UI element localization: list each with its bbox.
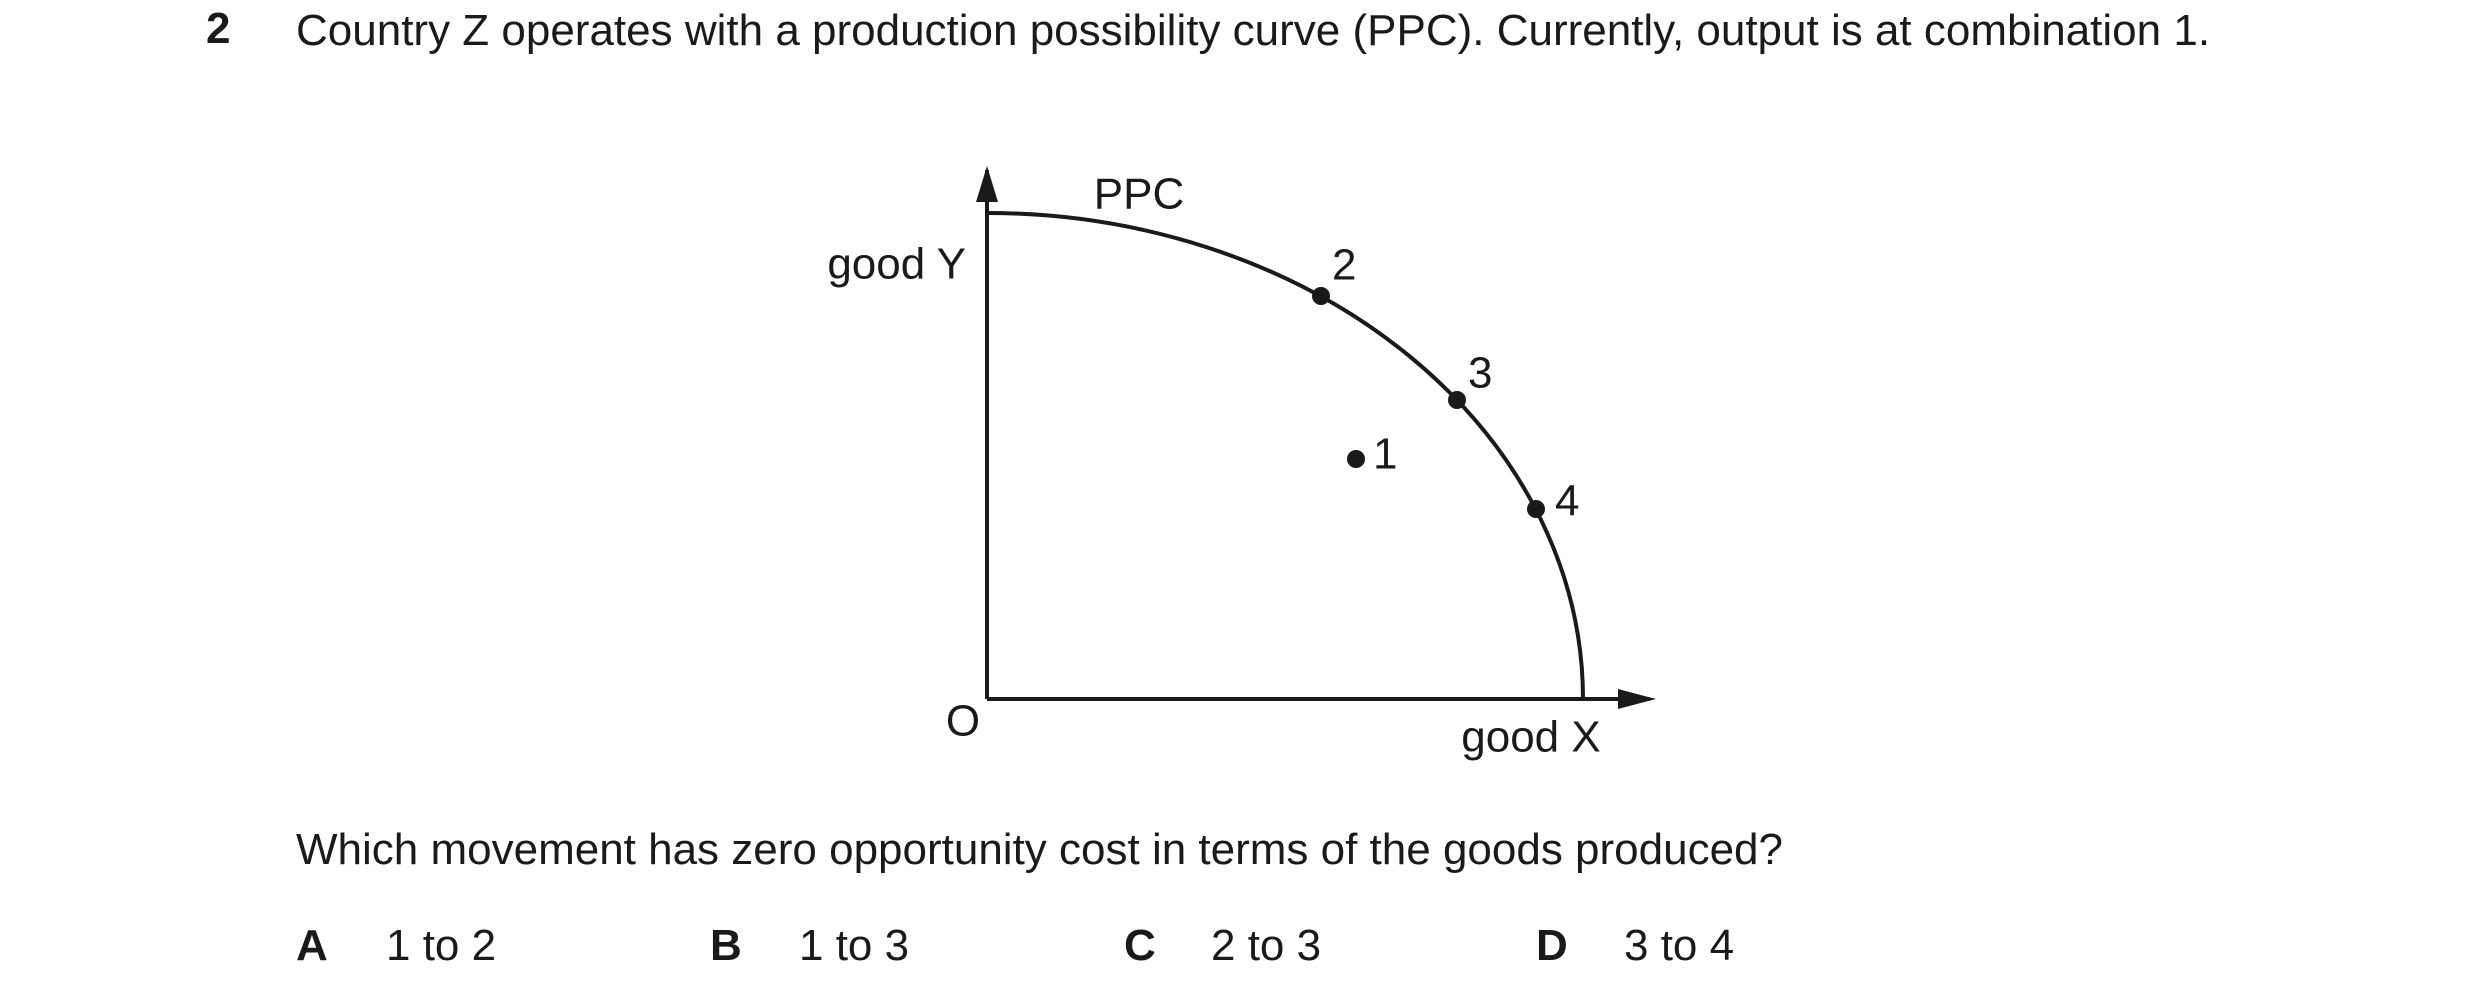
y-arrow xyxy=(976,166,998,202)
option-text: 1 to 2 xyxy=(386,921,497,970)
point xyxy=(1448,391,1466,409)
option-letter: C xyxy=(1124,921,1156,970)
option-text: 3 to 4 xyxy=(1624,921,1735,970)
option-letter: B xyxy=(710,921,742,970)
option-letter: A xyxy=(296,921,328,970)
point-label: 1 xyxy=(1373,430,1397,479)
curve-label: PPC xyxy=(1094,170,1184,219)
y-axis-label: good Y xyxy=(827,240,966,289)
x-axis-label: good X xyxy=(1461,713,1600,762)
point xyxy=(1527,500,1545,518)
origin-label: O xyxy=(946,697,980,746)
point-label: 4 xyxy=(1555,477,1579,526)
prompt: Which movement has zero opportunity cost… xyxy=(296,825,1783,874)
option-letter: D xyxy=(1536,921,1568,970)
ppc-curve xyxy=(986,211,1585,700)
x-arrow xyxy=(1618,689,1656,709)
point-label: 2 xyxy=(1332,241,1356,290)
point-label: 3 xyxy=(1468,349,1492,398)
point xyxy=(1347,450,1365,468)
question-text: Country Z operates with a production pos… xyxy=(296,6,2211,55)
option-text: 2 to 3 xyxy=(1211,921,1322,970)
point xyxy=(1312,287,1330,305)
option-text: 1 to 3 xyxy=(799,921,910,970)
question-number: 2 xyxy=(206,4,231,53)
